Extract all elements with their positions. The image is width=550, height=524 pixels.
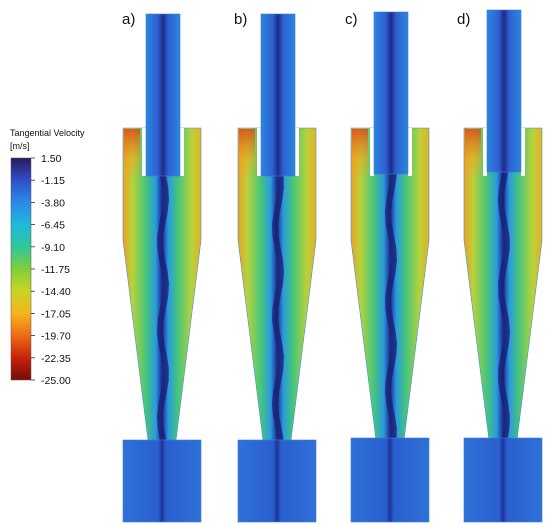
legend-title: Tangential Velocity	[10, 128, 85, 138]
vortex-finder-wall-right	[180, 128, 184, 176]
colorbar	[10, 157, 32, 381]
panel-d: d)	[457, 9, 543, 523]
colorbar-legend: Tangential Velocity [m/s] 1.50 -1.15 -3.80…	[10, 128, 85, 387]
vortex-finder-wall-left	[142, 128, 146, 176]
vortex-core	[271, 127, 285, 441]
colorbar-tick-label: -22.35	[41, 353, 71, 365]
colorbar-tick-label: -3.80	[41, 197, 65, 209]
dust-bin	[350, 437, 430, 523]
panel-label: a)	[122, 11, 135, 28]
panel-a: a)	[122, 11, 202, 523]
dust-bin	[122, 439, 202, 523]
panel-label: c)	[345, 11, 358, 28]
dust-bin	[463, 437, 543, 523]
outlet-pipe	[260, 13, 296, 177]
colorbar-tick-label: -14.40	[41, 286, 71, 298]
vortex-core	[385, 127, 397, 441]
wall-hot-region	[352, 129, 368, 179]
vortex-finder-wall-left	[370, 128, 374, 176]
contour-panels: a) b) c) d)	[122, 9, 543, 523]
colorbar-tick-label: 1.50	[41, 153, 62, 165]
vortex-core	[157, 127, 169, 441]
legend-unit: [m/s]	[10, 141, 30, 151]
vortex-finder-wall-left	[257, 128, 261, 176]
colorbar-tick-label: -9.10	[41, 242, 65, 254]
panel-label: b)	[234, 11, 247, 28]
colorbar-tick-label: -1.15	[41, 175, 65, 187]
outlet-pipe	[145, 13, 181, 177]
wall-hot-region	[465, 129, 481, 179]
vortex-finder-wall-right	[295, 128, 299, 176]
vortex-finder-wall-right	[521, 128, 525, 176]
wall-hot-region	[124, 129, 140, 179]
dust-bin	[237, 439, 317, 523]
outlet-pipe	[373, 11, 409, 175]
colorbar-tick-label: -17.05	[41, 308, 71, 320]
colorbar-tick-label: -11.75	[41, 264, 70, 276]
vortex-finder-wall-left	[483, 128, 487, 176]
panel-c: c)	[345, 11, 430, 523]
panel-b: b)	[234, 11, 317, 523]
wall-hot-region	[239, 129, 255, 179]
vortex-finder-wall-right	[408, 128, 412, 176]
colorbar-tick-label: -25.00	[41, 375, 71, 387]
colorbar-tick-label: -6.45	[41, 220, 65, 232]
colorbar-ticks: 1.50 -1.15 -3.80 -6.45 -9.10 -11.75 -14.40 -17.…	[31, 153, 71, 387]
panel-label: d)	[457, 11, 470, 28]
outlet-pipe	[486, 9, 522, 173]
vortex-core	[497, 127, 511, 441]
colorbar-tick-label: -19.70	[41, 331, 71, 343]
